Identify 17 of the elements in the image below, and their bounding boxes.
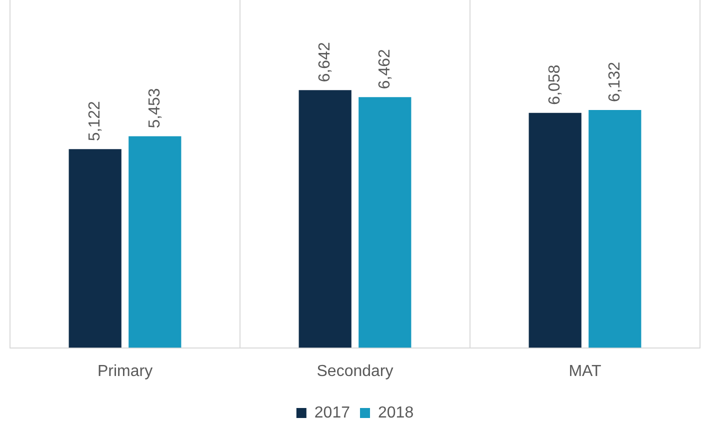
data-label: 5,453 [146,88,164,128]
legend-label: 2017 [314,404,350,422]
legend-label: 2018 [378,404,414,422]
x-tick-label: Secondary [316,362,394,380]
data-label: 6,058 [546,64,564,105]
x-tick-label: Primary [97,362,153,380]
bar [128,136,182,348]
bar [298,90,352,348]
data-label: 6,132 [606,62,624,102]
bar [68,149,122,348]
x-tick-label: MAT [568,362,602,380]
bar [588,110,642,348]
data-label: 6,642 [316,42,334,82]
data-label: 5,122 [86,100,104,142]
bar [528,112,582,348]
bar [358,97,412,348]
data-label: 6,462 [376,49,394,90]
